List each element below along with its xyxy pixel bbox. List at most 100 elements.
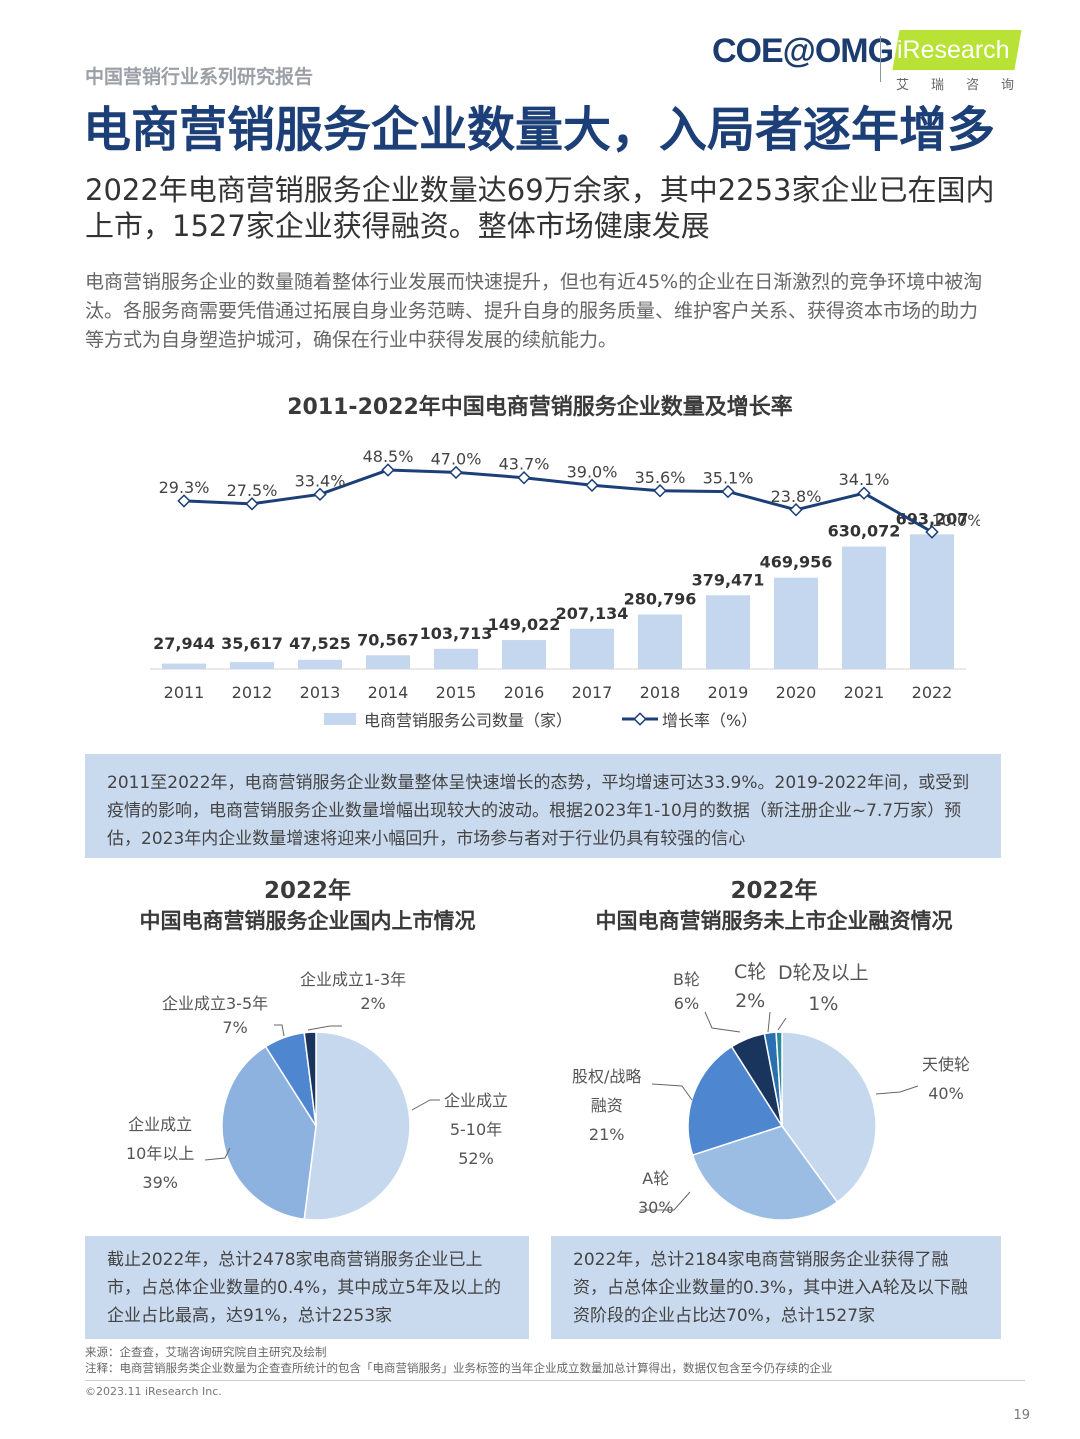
pie1-label-1-3y-name: 企业成立1-3年	[300, 970, 407, 989]
pie2-slice-0	[781, 1031, 877, 1204]
growth-point-2014	[381, 463, 395, 477]
main-combo-chart: 27,944 2011 35,617 2012 47,525 2013 70,567 2014…	[150, 447, 980, 730]
bar-2022	[910, 534, 954, 669]
pie1-label-3-5y: 企业成立3-5年 7%	[162, 992, 268, 1040]
growth-label-2020: 23.8%	[771, 487, 822, 506]
pie2-label-angel: 天使轮 40%	[922, 1050, 970, 1108]
pie2-label-equity-value: 21%	[588, 1125, 625, 1144]
x-tick-2015: 2015	[436, 683, 477, 702]
growth-point-2022	[925, 525, 939, 539]
pie2-slice-2	[687, 1045, 784, 1156]
growth-point-2013	[313, 487, 327, 502]
pie2-label-angel-name: 天使轮	[922, 1055, 971, 1074]
growth-point-2019	[721, 484, 735, 499]
pie2-label-b-name: B轮	[673, 970, 700, 989]
pie1-year: 2022年	[263, 878, 351, 904]
growth-label-2011: 29.3%	[159, 478, 210, 497]
bar-label-2014: 70,567	[357, 630, 419, 649]
bar-label-2016: 149,022	[488, 615, 561, 634]
pie2-label-a-name: A轮	[642, 1169, 670, 1188]
x-tick-2021: 2021	[844, 683, 885, 702]
pie1-slice-0	[303, 1031, 411, 1221]
bar-2019	[706, 595, 750, 669]
pie1-title: 2022年 中国电商营销服务企业国内上市情况	[85, 876, 530, 936]
bar-label-2022: 693,207	[896, 509, 969, 528]
pie2-label-b-value: 6%	[673, 994, 700, 1013]
pie2-label-d-value: 1%	[808, 993, 839, 1015]
x-tick-2014: 2014	[368, 683, 409, 702]
pie1-label-10y-name: 企业成立	[128, 1115, 193, 1134]
x-tick-2022: 2022	[912, 683, 953, 702]
growth-label-2018: 35.6%	[635, 468, 686, 487]
pie1-label-3-5y-value: 7%	[222, 1018, 248, 1037]
pie1-label-3-5y-name: 企业成立3-5年	[162, 994, 269, 1013]
pie2-label-d: D轮及以上 1%	[778, 958, 869, 1020]
pie2-label-c: C轮 2%	[734, 958, 766, 1016]
legend-bar-label: 电商营销服务公司数量（家）	[364, 711, 572, 730]
growth-point-2015	[449, 465, 463, 480]
pie2-label-b: B轮 6%	[673, 968, 700, 1016]
page-number: 19	[1013, 1408, 1030, 1423]
remark-text: 注释：电商营销服务类企业数量为企查查所统计的包含「电商营销服务」业务标签的当年企…	[85, 1361, 833, 1375]
page-title: 电商营销服务企业数量大，入局者逐年增多	[83, 102, 996, 158]
bar-2015	[434, 648, 478, 669]
pie2-slice-5	[775, 1031, 783, 1127]
pie2-label-a-value: 30%	[638, 1198, 674, 1217]
growth-label-2021: 34.1%	[839, 470, 890, 489]
bar-label-2020: 469,956	[760, 553, 833, 572]
bar-label-2021: 630,072	[828, 522, 901, 541]
main-chart-title: 2011-2022年中国电商营销服务企业数量及增长率	[287, 395, 793, 420]
pie1-label-1-3y: 企业成立1-3年 2%	[300, 968, 406, 1016]
x-tick-2013: 2013	[300, 683, 341, 702]
iresearch-logo-cn: 艾瑞咨询	[896, 78, 1037, 93]
bar-label-2018: 280,796	[624, 589, 697, 608]
growth-label-2015: 47.0%	[431, 449, 482, 468]
pie1-label-10y-range: 10年以上	[126, 1144, 195, 1163]
bar-label-2019: 379,471	[692, 570, 765, 589]
pie2-label-c-value: 2%	[735, 990, 766, 1012]
iresearch-logo: iResearch	[897, 36, 1010, 64]
x-tick-2018: 2018	[640, 683, 681, 702]
footer-divider	[85, 1380, 1025, 1381]
legend-bar-swatch	[324, 713, 356, 725]
growth-point-2016	[517, 471, 531, 485]
pie2-slice-1	[691, 1125, 839, 1221]
pie2-label-c-name: C轮	[734, 961, 767, 983]
x-tick-2017: 2017	[572, 683, 613, 702]
main-chart-note: 2011至2022年，电商营销服务企业数量整体呈快速增长的态势，平均增速可达33…	[85, 754, 1001, 858]
pie2-label-angel-value: 40%	[928, 1084, 964, 1103]
bar-2012	[230, 662, 274, 669]
bar-2021	[842, 546, 886, 669]
x-tick-2016: 2016	[504, 683, 545, 702]
bar-2011	[162, 663, 206, 669]
source-notes: 来源：企查查，艾瑞咨询研究院自主研究及绘制 注释：电商营销服务类企业数量为企查查…	[85, 1344, 833, 1376]
growth-rate-line	[183, 468, 933, 534]
growth-label-2012: 27.5%	[227, 481, 278, 500]
bar-label-2013: 47,525	[289, 634, 351, 653]
pie2-label-equity-name: 股权/战略	[572, 1067, 642, 1086]
pie1-slice-3	[303, 1031, 317, 1127]
growth-point-2021	[857, 486, 871, 500]
bar-2014	[366, 655, 410, 669]
pie2-note: 2022年，总计2184家电商营销服务企业获得了融资，占总体企业数量的0.3%，…	[551, 1236, 1001, 1339]
pie2-title: 2022年 中国电商营销服务未上市企业融资情况	[548, 876, 1000, 936]
pie1-note: 截止2022年，总计2478家电商营销服务企业已上市，占总体企业数量的0.4%，…	[85, 1236, 529, 1339]
legend-line-marker	[633, 712, 647, 726]
growth-label-2016: 43.7%	[499, 455, 550, 474]
pie2-label-equity-name2: 融资	[590, 1096, 623, 1115]
bar-label-2012: 35,617	[221, 634, 283, 653]
pie1-label-10y-value: 39%	[142, 1173, 178, 1192]
pie1-label-5-10y: 企业成立 5-10年 52%	[444, 1086, 508, 1173]
page-subtitle: 2022年电商营销服务企业数量达69万余家，其中2253家企业已在国内上市，15…	[85, 173, 995, 243]
growth-point-2017	[585, 478, 599, 493]
pie2-chart	[687, 1031, 877, 1221]
growth-label-2014: 48.5%	[363, 447, 414, 466]
pie2-label-equity: 股权/战略 融资 21%	[572, 1062, 641, 1149]
bar-label-2011: 27,944	[153, 634, 215, 653]
growth-label-2013: 33.4%	[295, 471, 346, 490]
logo-divider	[880, 36, 881, 82]
bar-label-2015: 103,713	[420, 624, 493, 643]
report-series-label: 中国营销行业系列研究报告	[85, 66, 314, 88]
bar-2020	[774, 577, 818, 669]
growth-point-2018	[653, 484, 667, 498]
